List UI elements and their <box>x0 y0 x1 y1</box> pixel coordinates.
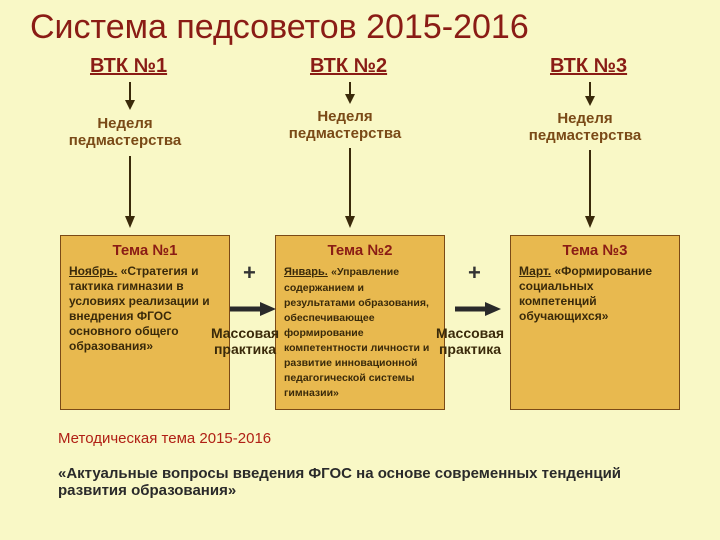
theme-heading-1: Тема №1 <box>69 242 221 261</box>
theme-month-1: Ноябрь. <box>69 264 117 278</box>
theme-month-3: Март. <box>519 264 551 278</box>
week-3: Неделя педмастерства <box>510 110 660 144</box>
summary-text: «Актуальные вопросы введения ФГОС на осн… <box>58 465 658 499</box>
arrow-week3-theme <box>584 150 596 228</box>
vtk-1: ВТК №1 <box>90 55 167 78</box>
arrow-week1-theme <box>124 156 136 228</box>
arrow-h-2 <box>455 300 501 318</box>
theme-box-3: Тема №3 Март. «Формирование социальных к… <box>510 235 680 410</box>
arrow-vtk2-week <box>344 82 356 104</box>
theme-box-2: Тема №2 Январь. «Управление содержанием … <box>275 235 445 410</box>
arrow-h-1 <box>230 300 276 318</box>
arrow-vtk1-week <box>124 82 136 110</box>
theme-month-2: Январь. <box>284 266 328 278</box>
arrow-week2-theme <box>344 148 356 228</box>
theme-heading-2: Тема №2 <box>284 242 436 261</box>
plus-2: + <box>468 260 481 286</box>
method-theme-label: Методическая тема 2015-2016 <box>58 430 271 447</box>
vtk-3: ВТК №3 <box>550 55 627 78</box>
week-2: Неделя педмастерства <box>270 108 420 142</box>
mass-practice-1: Массовая практика <box>200 325 290 357</box>
plus-1: + <box>243 260 256 286</box>
week-1: Неделя педмастерства <box>50 115 200 149</box>
mass-practice-2: Массовая практика <box>425 325 515 357</box>
theme-heading-3: Тема №3 <box>519 242 671 261</box>
arrow-vtk3-week <box>584 82 596 106</box>
theme-text-2: «Управление содержанием и результатами о… <box>284 266 429 399</box>
theme-box-1: Тема №1 Ноябрь. «Стратегия и тактика гим… <box>60 235 230 410</box>
slide-title: Система педсоветов 2015-2016 <box>30 8 529 47</box>
vtk-2: ВТК №2 <box>310 55 387 78</box>
